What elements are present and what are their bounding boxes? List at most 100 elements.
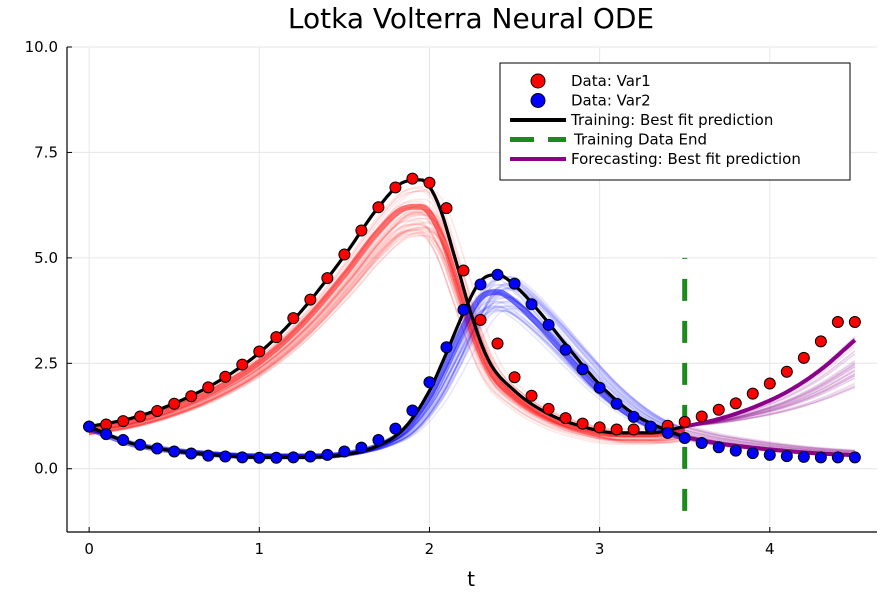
legend-item: Training Data End <box>510 131 707 149</box>
data-point-var2 <box>338 445 351 458</box>
data-point-var1 <box>695 410 708 423</box>
data-point-var1 <box>304 293 317 306</box>
data-point-var2 <box>559 343 572 356</box>
chart-title: Lotka Volterra Neural ODE <box>288 2 654 35</box>
ensemble-forecast-var1 <box>684 375 856 428</box>
ensemble-line-var1 <box>88 229 685 440</box>
data-point-var1 <box>287 312 300 325</box>
data-point-var2 <box>848 451 861 464</box>
data-point-var1 <box>576 417 589 430</box>
data-point-var2 <box>270 451 283 464</box>
ensemble-line-var1 <box>88 224 685 439</box>
ensemble-line-var1 <box>88 233 685 442</box>
x-tick-label: 4 <box>765 540 775 558</box>
data-point-var1 <box>202 381 215 394</box>
ensemble-line-var1 <box>88 217 685 443</box>
legend-item: Data: Var1 <box>530 72 651 90</box>
data-point-var1 <box>117 415 130 428</box>
data-point-var2 <box>117 434 130 447</box>
ensemble-forecast-var2 <box>684 426 855 452</box>
data-point-var2 <box>763 448 776 461</box>
x-tick-label: 1 <box>255 540 265 558</box>
data-point-var1 <box>542 402 555 415</box>
ensemble-forecast-var1 <box>684 374 856 428</box>
ensemble-forecast-var1 <box>684 373 856 428</box>
data-point-var2 <box>525 298 538 311</box>
data-point-var2 <box>440 341 453 354</box>
data-point-var2 <box>253 451 266 464</box>
data-point-var1 <box>525 389 538 402</box>
data-point-var1 <box>440 202 453 215</box>
data-point-var2 <box>814 451 827 464</box>
x-tick-label: 3 <box>595 540 605 558</box>
data-point-var2 <box>712 441 725 454</box>
x-axis-label: t <box>467 567 475 591</box>
legend-marker <box>530 73 546 89</box>
ensemble-forecast-var2 <box>684 426 855 452</box>
data-point-var1 <box>729 397 742 410</box>
data-point-var1 <box>780 365 793 378</box>
data-point-var1 <box>814 335 827 348</box>
data-point-var2 <box>287 451 300 464</box>
y-tick-label: 10.0 <box>25 38 58 56</box>
ensemble-forecast-var2 <box>684 431 855 454</box>
forecast-var1-line <box>684 338 857 429</box>
data-point-var1 <box>219 370 232 383</box>
data-point-var2 <box>355 441 368 454</box>
data-point-var2 <box>100 428 113 441</box>
data-point-var1 <box>559 412 572 425</box>
ensemble-line-var1 <box>88 212 685 441</box>
data-point-var1 <box>321 272 334 285</box>
data-point-var2 <box>491 268 504 281</box>
data-point-var2 <box>321 448 334 461</box>
ensemble-forecast-var1 <box>684 375 856 428</box>
data-point-var2 <box>627 410 640 423</box>
data-point-var2 <box>151 442 164 455</box>
legend-label: Data: Var2 <box>571 92 651 110</box>
data-point-var1 <box>627 423 640 436</box>
data-point-var2 <box>134 438 147 451</box>
ensemble-forecast-var1 <box>684 370 856 428</box>
data-point-var1 <box>831 315 844 328</box>
ensemble-forecast-var2 <box>684 426 855 452</box>
y-tick-label: 2.5 <box>34 354 58 372</box>
data-point-var1 <box>491 337 504 350</box>
data-point-var1 <box>797 351 810 364</box>
data-point-var2 <box>304 450 317 463</box>
data-point-var2 <box>389 422 402 435</box>
data-point-var2 <box>729 444 742 457</box>
data-point-var1 <box>763 377 776 390</box>
data-point-var1 <box>338 248 351 261</box>
data-point-var2 <box>236 451 249 464</box>
data-point-var1 <box>593 421 606 434</box>
data-point-var1 <box>712 403 725 416</box>
ensemble-forecast-var1 <box>684 373 856 428</box>
data-point-var2 <box>185 447 198 460</box>
y-tick-label: 0.0 <box>34 460 58 478</box>
data-point-var2 <box>678 431 691 444</box>
data-point-var1 <box>185 390 198 403</box>
ensemble-line-var1 <box>88 226 685 442</box>
ensemble-forecast-var2 <box>684 431 855 454</box>
data-point-var2 <box>644 420 657 433</box>
data-point-var2 <box>168 445 181 458</box>
ensemble-forecast-var1 <box>684 377 856 428</box>
ensemble-line-var1 <box>88 235 685 442</box>
ensemble-band-var1 <box>88 203 686 438</box>
ensemble-forecast-var2 <box>684 431 855 454</box>
ensemble-forecast-var2 <box>684 425 855 452</box>
data-point-var1 <box>406 172 419 185</box>
data-point-var2 <box>661 426 674 439</box>
ensemble-forecast-var1 <box>684 386 856 428</box>
data-point-var1 <box>270 331 283 344</box>
data-point-var1 <box>253 345 266 358</box>
legend-label: Training: Best fit prediction <box>570 111 773 129</box>
ensemble-forecast-var1 <box>684 369 856 428</box>
ensemble-forecast-var1 <box>684 385 856 428</box>
data-point-var2 <box>831 451 844 464</box>
data-point-var1 <box>423 176 436 189</box>
data-point-var2 <box>406 404 419 417</box>
data-point-var2 <box>576 363 589 376</box>
data-point-var2 <box>83 420 96 433</box>
